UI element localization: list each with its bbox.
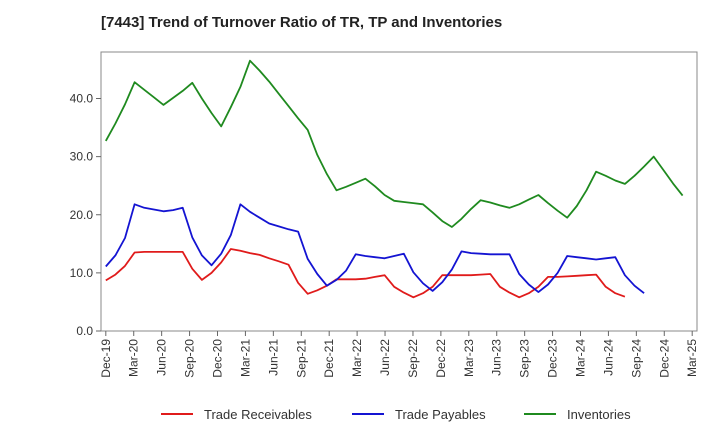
x-tick-label: Sep-20 — [183, 339, 197, 378]
y-tick-label: 10.0 — [70, 266, 94, 280]
x-tick-label: Sep-21 — [294, 339, 308, 378]
x-tick-label: Dec-19 — [99, 339, 113, 378]
chart-title: [7443] Trend of Turnover Ratio of TR, TP… — [101, 14, 503, 31]
plot-area — [100, 51, 698, 332]
x-tick-label: Dec-20 — [210, 339, 224, 378]
legend-label-1: Trade Payables — [395, 407, 486, 422]
y-tick-label: 40.0 — [70, 92, 94, 106]
x-tick-label: Mar-20 — [127, 339, 141, 377]
x-tick-label: Dec-21 — [322, 339, 336, 378]
x-tick-label: Mar-24 — [574, 339, 588, 377]
x-tick-label: Jun-20 — [155, 339, 169, 376]
x-tick-label: Dec-23 — [546, 339, 560, 378]
x-tick-label: Mar-22 — [350, 339, 364, 377]
y-tick-label: 20.0 — [70, 208, 94, 222]
x-tick-label: Dec-22 — [434, 339, 448, 378]
series-line-0 — [105, 248, 626, 299]
x-tick-label: Jun-23 — [490, 339, 504, 376]
legend-label-2: Inventories — [567, 407, 631, 422]
x-tick-label: Jun-21 — [266, 339, 280, 376]
x-tick-label: Jun-24 — [601, 339, 615, 376]
x-tick-label: Dec-24 — [657, 339, 671, 378]
x-tick-label: Jun-22 — [378, 339, 392, 376]
y-tick-label: 30.0 — [70, 150, 94, 164]
series-line-1 — [105, 203, 645, 294]
x-tick-label: Mar-21 — [238, 339, 252, 377]
x-tick-label: Sep-23 — [518, 339, 532, 378]
x-tick-label: Mar-23 — [462, 339, 476, 377]
x-tick-label: Sep-22 — [406, 339, 420, 378]
x-tick-label: Sep-24 — [629, 339, 643, 378]
y-tick-label: 0.0 — [76, 324, 93, 338]
series-line-2 — [105, 59, 684, 228]
legend-label-0: Trade Receivables — [204, 407, 312, 422]
x-tick-label: Mar-25 — [685, 339, 699, 377]
